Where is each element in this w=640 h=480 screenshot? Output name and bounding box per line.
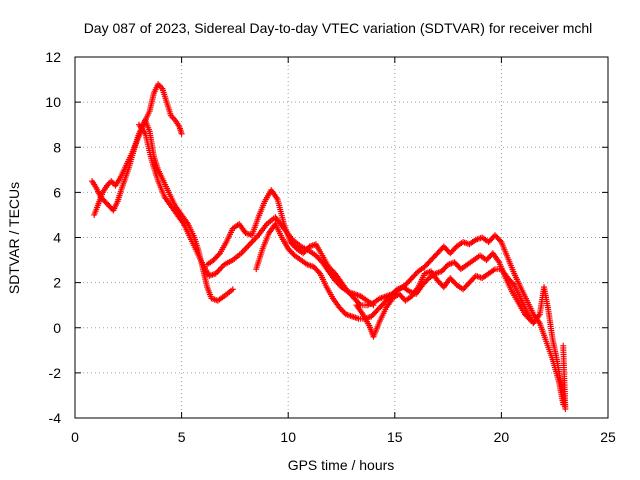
x-tick-label: 25 bbox=[600, 429, 616, 445]
axis-ticks bbox=[74, 56, 609, 419]
data-point bbox=[560, 342, 567, 349]
data-point bbox=[315, 269, 322, 276]
data-point bbox=[215, 251, 222, 258]
y-tick-label: -2 bbox=[49, 365, 62, 381]
series-track-4 bbox=[204, 187, 567, 408]
y-tick-label: 8 bbox=[53, 139, 61, 155]
series-track-6 bbox=[353, 266, 569, 412]
x-tick-labels: 0 5 10 15 20 25 bbox=[71, 429, 616, 445]
data-point bbox=[509, 280, 516, 287]
data-point bbox=[497, 237, 504, 244]
data-points bbox=[89, 81, 569, 412]
x-tick-label: 20 bbox=[494, 429, 510, 445]
x-tick-label: 5 bbox=[178, 429, 186, 445]
chart-title: Day 087 of 2023, Sidereal Day-to-day VTE… bbox=[84, 20, 593, 36]
x-tick-label: 10 bbox=[280, 429, 296, 445]
y-tick-label: 2 bbox=[53, 275, 61, 291]
y-tick-label: 4 bbox=[53, 230, 61, 246]
y-tick-label: 12 bbox=[45, 49, 61, 65]
y-axis-label: SDTVAR / TECUs bbox=[6, 182, 22, 294]
y-tick-label: 0 bbox=[53, 320, 61, 336]
plot-frame bbox=[74, 56, 609, 419]
x-tick-label: 0 bbox=[71, 429, 79, 445]
data-point bbox=[178, 130, 185, 137]
y-tick-label: 6 bbox=[53, 184, 61, 200]
y-tick-label: -4 bbox=[49, 410, 62, 426]
x-tick-label: 15 bbox=[387, 429, 403, 445]
grid bbox=[75, 57, 608, 418]
x-axis-label: GPS time / hours bbox=[288, 457, 395, 473]
y-tick-label: 10 bbox=[45, 94, 61, 110]
data-point bbox=[229, 286, 236, 293]
y-tick-labels: -4 -2 0 2 4 6 8 10 12 bbox=[45, 49, 61, 426]
